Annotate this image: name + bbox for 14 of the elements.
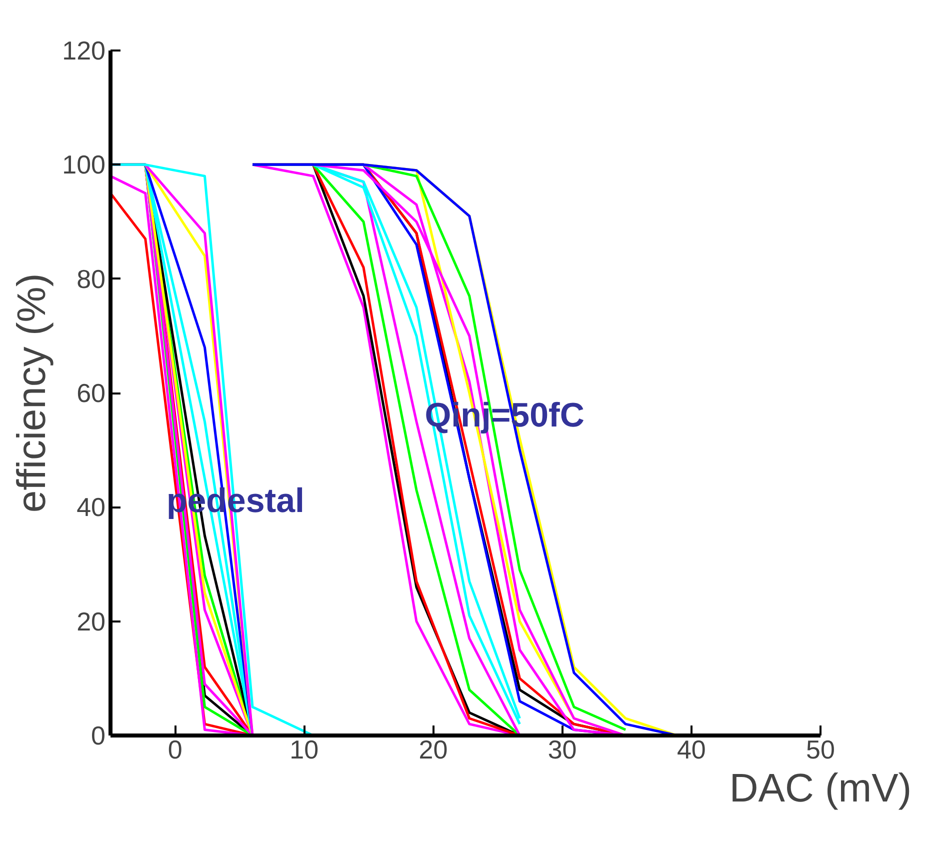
y-tick-label: 100 <box>62 150 106 180</box>
y-tick-label: 60 <box>76 378 106 408</box>
x-tick-label: 30 <box>548 734 577 764</box>
y-tick-label: 20 <box>76 606 106 636</box>
y-tick-label: 120 <box>62 36 106 66</box>
y-axis-title: efficiency (%) <box>10 273 54 513</box>
x-tick-label: 10 <box>290 734 319 764</box>
x-tick-label: 20 <box>418 734 448 764</box>
x-tick-label: 40 <box>676 734 706 764</box>
x-tick-label: 0 <box>168 734 182 764</box>
y-tick-label: 40 <box>76 492 106 522</box>
x-tick-label: 50 <box>806 734 835 764</box>
x-axis-title: DAC (mV) <box>729 766 912 810</box>
y-tick-label: 80 <box>76 264 106 294</box>
